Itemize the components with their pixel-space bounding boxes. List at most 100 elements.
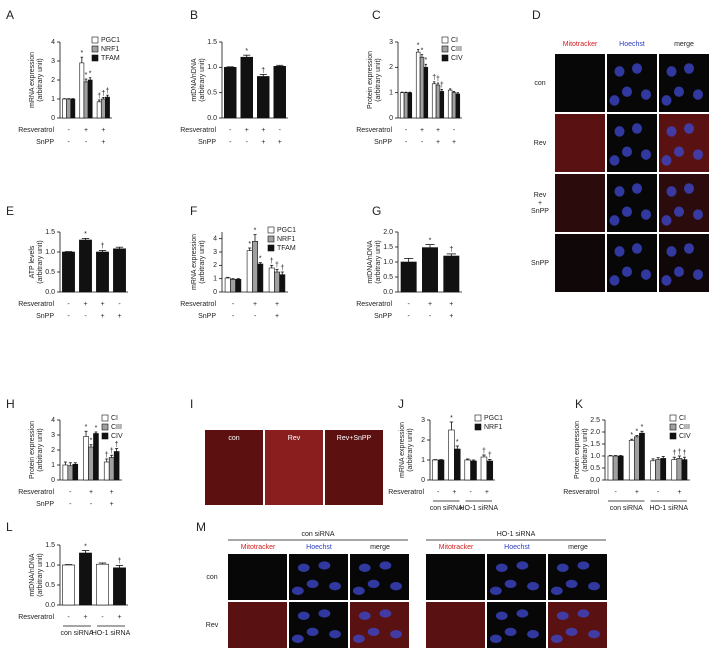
y-tick-label: 0.0 [45,602,55,609]
condition-value: - [469,489,472,496]
y-tick-label: 2 [51,447,55,454]
nucleus [693,149,703,160]
legend-label: CIII [451,46,462,53]
significance-mark: † [275,262,279,269]
micrograph [228,602,287,648]
nucleus [489,586,502,595]
panel-letter: I [190,397,193,411]
significance-mark: * [417,42,420,49]
nucleus [358,563,371,572]
nucleus [550,634,563,643]
y-axis-label: ATP levels [29,245,36,278]
significance-mark: † [672,450,676,457]
micrograph [555,54,605,112]
condition-value: + [83,301,87,308]
panel-letter: M [196,520,206,534]
condition-value: + [83,614,87,621]
column-header: merge [674,41,694,48]
significance-mark: † [449,247,453,254]
condition-value: - [407,301,410,308]
condition-value: - [229,127,232,134]
nucleus [693,89,703,100]
condition-value: - [437,489,440,496]
condition-value: + [428,301,432,308]
bar [279,274,286,293]
condition-value: + [261,139,265,146]
nucleus [306,579,319,589]
nucleus [318,609,331,618]
condition-value: - [101,614,104,621]
nucleus [632,63,642,74]
condition-value: + [452,139,456,146]
nucleus [565,579,578,589]
nucleus [556,563,569,572]
nucleus [614,246,625,257]
significance-mark: † [270,258,274,265]
bar [612,455,619,481]
legend-swatch [669,432,677,440]
significance-mark: * [424,57,427,64]
condition-value: + [449,301,453,308]
y-axis-label: (arbitrary unit) [199,240,206,284]
y-tick-label: 2 [51,77,55,84]
y-tick-label: 3 [389,39,393,46]
bar [671,459,678,481]
nucleus [674,86,684,97]
legend-label: CIII [111,424,122,431]
condition-value: + [110,489,114,496]
condition-value: + [117,614,121,621]
nucleus [614,126,625,137]
significance-mark: * [254,228,257,235]
condition-value: - [67,301,70,308]
nucleus [306,627,319,637]
condition-name: Resveratrol [388,489,424,496]
mitotracker-signal [555,234,605,292]
condition-value: - [657,489,660,496]
legend-label: PGC1 [277,227,296,234]
row-label: Rev [534,140,547,147]
nucleus [358,611,371,620]
legend-swatch [101,414,109,422]
significance-mark: † [482,448,486,455]
y-tick-label: 0.5 [45,269,55,276]
y-axis-label: (arbitrary unit) [199,58,206,102]
bar [676,458,683,481]
bar [451,92,457,119]
image-label: con [228,435,239,442]
bar [439,91,445,119]
y-axis-label: mtDNA/nDNA [367,240,374,284]
condition-value: - [407,313,410,320]
bar [655,459,661,481]
y-axis-label: (arbitrary unit) [375,58,382,102]
group-label: con siRNA [430,505,463,512]
nucleus [390,630,402,639]
condition-name: Resveratrol [356,301,392,308]
nucleus [622,86,632,97]
nucleus [622,266,632,277]
condition-name: SnPP [36,501,54,508]
nucleus [609,155,620,166]
nucleus [527,630,539,639]
legend-label: TFAM [277,245,296,252]
nucleus [565,627,578,637]
legend-swatch [669,423,677,431]
group-header: con siRNA [301,531,334,538]
nucleus [632,183,642,194]
mitotracker-signal [555,114,605,172]
bar [62,251,75,293]
bar [617,455,624,481]
condition-value: - [429,313,432,320]
nucleus [641,209,651,220]
bar [72,463,79,481]
y-tick-label: 2.0 [383,229,393,236]
significance-mark: * [80,50,83,57]
row-label: Rev [206,622,219,629]
bar [96,251,109,293]
bar [96,563,109,606]
y-axis-label: (arbitrary unit) [37,58,44,102]
nucleus [379,609,392,618]
condition-value: - [453,127,456,134]
y-axis-label: Protein expression [29,421,36,479]
nucleus [297,611,310,620]
condition-name: Resveratrol [18,127,54,134]
